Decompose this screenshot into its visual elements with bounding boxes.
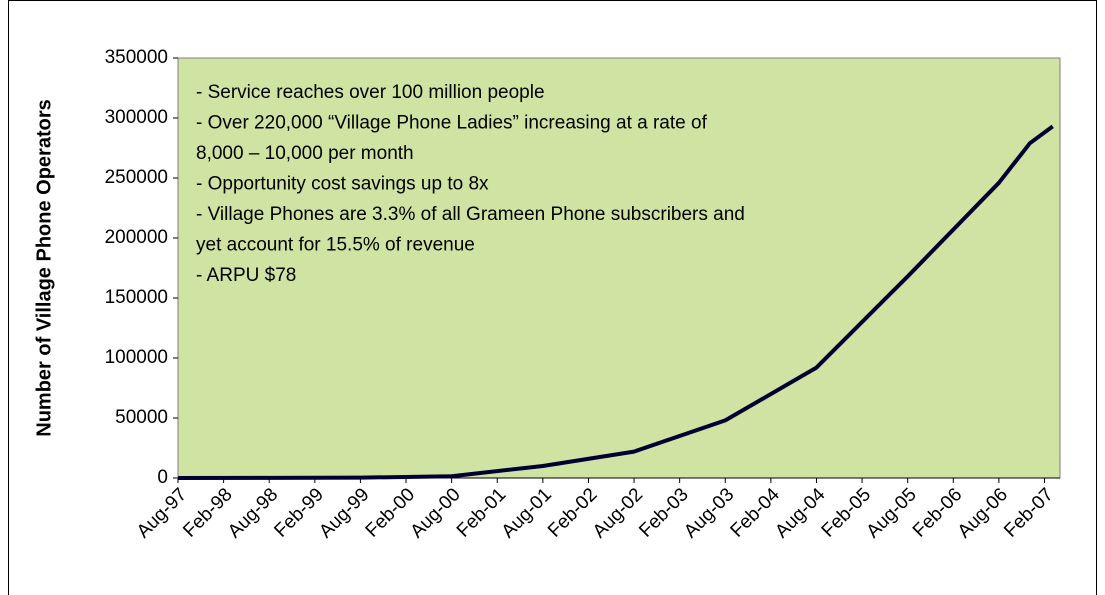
x-tick-label: Aug-98 [224, 484, 282, 542]
annotation: 8,000 – 10,000 per month [196, 143, 414, 164]
y-tick-label: 200000 [105, 227, 168, 248]
y-axis-label: Number of Village Phone Operators [33, 99, 55, 436]
y-tick-label: 350000 [105, 47, 168, 68]
y-tick-label: 150000 [105, 287, 168, 308]
annotation: - Opportunity cost savings up to 8x [196, 174, 489, 195]
annotation: yet account for 15.5% of revenue [196, 235, 475, 256]
y-tick-label: 0 [157, 467, 168, 488]
x-tick-label: Aug-05 [863, 484, 921, 542]
y-tick-label: 250000 [105, 167, 168, 188]
x-tick-label: Feb-05 [818, 484, 875, 541]
x-tick-label: Feb-06 [909, 484, 966, 541]
x-tick-label: Aug-02 [589, 484, 647, 542]
y-tick-label: 50000 [115, 407, 168, 428]
x-tick-label: Feb-07 [1000, 484, 1057, 541]
x-tick-label: Aug-99 [315, 484, 373, 542]
x-tick-label: Feb-00 [362, 484, 419, 541]
x-tick-label: Feb-98 [179, 484, 236, 541]
x-tick-label: Aug-97 [133, 484, 191, 542]
x-tick-label: Feb-01 [453, 484, 510, 541]
x-tick-label: Aug-01 [498, 484, 556, 542]
x-tick-label: Feb-02 [544, 484, 601, 541]
y-tick-label: 300000 [105, 107, 168, 128]
annotation: - ARPU $78 [196, 265, 296, 286]
x-tick-label: Aug-04 [771, 484, 829, 542]
frame [8, 0, 1097, 595]
x-tick-label: Aug-03 [680, 484, 738, 542]
annotation: - Over 220,000 “Village Phone Ladies” in… [196, 113, 708, 134]
x-tick-label: Aug-06 [954, 484, 1012, 542]
x-tick-label: Aug-00 [407, 484, 465, 542]
x-tick-label: Feb-03 [635, 484, 692, 541]
x-tick-label: Feb-99 [270, 484, 327, 541]
annotation: - Service reaches over 100 million peopl… [196, 82, 545, 103]
annotation: - Village Phones are 3.3% of all Grameen… [196, 204, 745, 225]
line [177, 124, 1054, 480]
y-tick-label: 100000 [105, 347, 168, 368]
